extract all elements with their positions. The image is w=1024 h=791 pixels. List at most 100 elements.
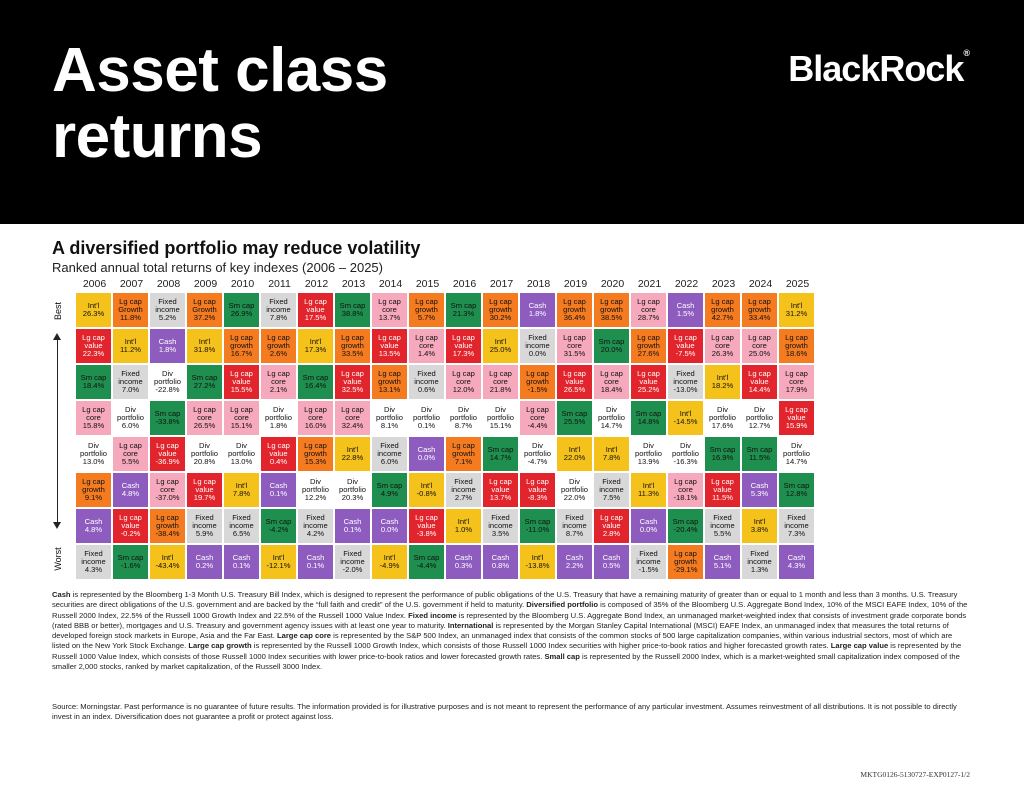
return-value: 22.0% [563,453,586,462]
asset-class-label: Div [347,476,358,486]
year-label: 2014 [378,278,403,290]
return-cell: Lg cap growth 42.7% [705,293,740,327]
rank-row: Fixed income 4.3% Sm cap -1.6% Int'l -43.4% Cas… [76,545,964,579]
return-value: 13.7% [378,313,401,323]
asset-class-label-cont: core [308,412,323,422]
asset-class-label-cont: growth [563,304,586,314]
return-value: 5.3% [750,489,769,498]
return-cell: Int'l -43.4% [150,545,185,579]
return-value: 0.1% [343,525,362,534]
asset-class-label-cont: portfolio [708,412,737,422]
asset-class-label: Int'l [790,300,803,310]
return-cell: Sm cap 11.5% [742,437,777,471]
asset-class-label: Lg cap [674,332,697,342]
return-value: 2.7% [454,493,473,503]
return-value: 31.2% [785,309,808,318]
year-label: 2013 [341,278,366,290]
asset-class-label-cont: value [343,376,362,386]
asset-class-label: Lg cap [415,296,438,306]
return-value: 25.2% [637,385,660,395]
asset-class-label: Cash [528,300,547,310]
return-value: 11.5% [712,493,733,503]
return-cell: Cash 0.2% [187,545,222,579]
asset-class-label: Div [125,404,136,414]
asset-class-label: Fixed [639,548,658,558]
return-value: 11.8% [120,313,141,323]
return-value: 15.5% [230,385,253,395]
asset-class-label: Lg cap [452,332,475,342]
return-cell: Lg cap core 26.5% [187,401,222,435]
asset-class-label-cont: income [118,376,143,386]
asset-class-label: Div [606,404,617,414]
return-cell: Lg cap value 26.5% [557,365,592,399]
year-label: 2016 [452,278,477,290]
asset-class-label: Sm cap [154,408,181,418]
year-label: 2012 [304,278,329,290]
return-cell: Div portfolio 8.1% [372,401,407,435]
asset-class-label: Lg cap [378,332,401,342]
return-value: 0.0% [380,525,399,534]
asset-class-label: Lg cap [526,404,549,414]
asset-class-label: Lg cap [452,368,475,378]
return-value: 17.3% [452,349,475,359]
return-value: 14.7% [785,457,808,467]
asset-class-label: Sm cap [709,444,736,454]
return-cell: Lg cap growth 13.1% [372,365,407,399]
return-value: 26.9% [230,309,253,318]
return-value: 13.5% [378,349,401,359]
asset-class-label-cont: portfolio [560,484,589,494]
return-cell: Div portfolio -4.7% [520,437,555,471]
return-cell: Div portfolio 15.1% [483,401,518,435]
asset-class-label: Lg cap [378,296,401,306]
return-cell: Lg cap Growth 37.2% [187,293,222,327]
return-value: -1.5% [638,565,659,575]
return-cell: Int'l 26.3% [76,293,111,327]
return-value: 28.7% [637,313,660,323]
asset-class-label-cont: growth [341,340,364,350]
return-cell: Fixed income 6.5% [224,509,259,543]
asset-class-label: Div [458,404,469,414]
asset-class-label-cont: growth [674,556,697,566]
return-cell: Lg cap core 21.8% [483,365,518,399]
asset-class-label-cont: portfolio [153,376,182,386]
asset-class-label-cont: income [673,376,698,386]
asset-class-label: Lg cap [230,404,253,414]
asset-class-label: Fixed [602,476,621,486]
asset-class-label-cont: income [155,304,180,314]
asset-class-label: Sm cap [228,300,255,310]
asset-class-label: Lg cap [637,332,660,342]
return-cell: Cash 4.8% [76,509,111,543]
asset-class-label-cont: value [158,448,177,458]
asset-class-label: Lg cap [600,512,623,522]
asset-class-label: Cash [84,516,103,526]
asset-class-label: Lg cap [563,296,586,306]
asset-class-label-cont: growth [378,376,401,386]
asset-class-label-cont: growth [711,304,734,314]
asset-class-label: Lg cap [82,404,105,414]
return-cell: Sm cap 14.8% [631,401,666,435]
asset-class-label: Int'l [198,336,211,346]
return-value: 4.9% [380,489,399,498]
asset-class-label-cont: core [86,412,101,422]
asset-class-label: Lg cap [600,296,623,306]
return-cell: Lg cap core 2.1% [261,365,296,399]
return-cell: Fixed income 0.6% [409,365,444,399]
asset-class-label-cont: value [84,340,103,350]
return-value: 0.0% [528,349,547,359]
asset-class-label: Div [791,440,802,450]
asset-class-label: Cash [269,480,288,490]
return-value: 27.6% [637,349,660,359]
return-cell: Lg cap core 16.0% [298,401,333,435]
asset-class-label-cont: portfolio [375,412,404,422]
return-cell: Lg cap core 26.3% [705,329,740,363]
return-value: 1.8% [269,421,288,431]
return-cell: Sm cap -4.2% [261,509,296,543]
asset-class-label: Lg cap [230,368,253,378]
return-cell: Lg cap value 17.5% [298,293,333,327]
asset-class-label-cont: value [454,340,473,350]
asset-class-label-cont: portfolio [79,448,108,458]
return-cell: Lg cap growth 2.6% [261,329,296,363]
year-label: 2010 [230,278,255,290]
return-cell: Lg cap value -8.3% [520,473,555,507]
return-value: -38.4% [155,529,180,539]
